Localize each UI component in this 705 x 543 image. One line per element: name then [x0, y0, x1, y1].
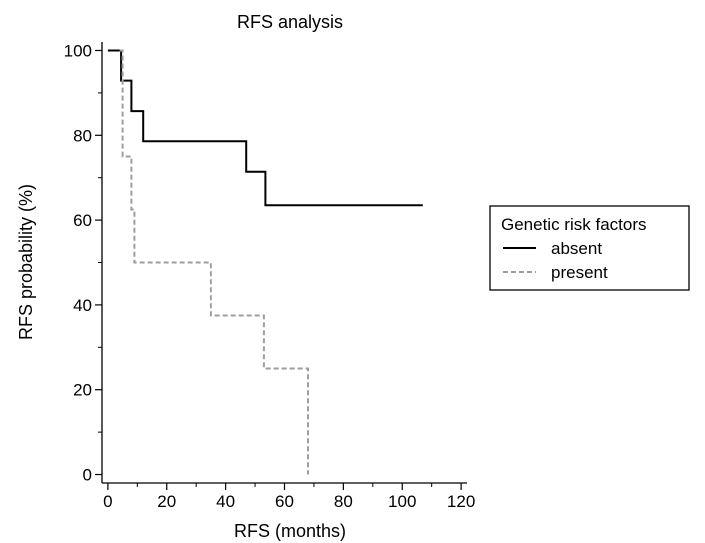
y-tick-label-60: 60 [73, 211, 92, 230]
y-tick-label-0: 0 [83, 466, 92, 485]
series-line-absent [107, 49, 423, 207]
y-tick-label-80: 80 [73, 126, 92, 145]
legend-title: Genetic risk factors [501, 215, 647, 234]
y-axis-title: RFS probability (%) [16, 184, 36, 340]
x-axis-title: RFS (months) [234, 521, 346, 541]
x-tick-label-100: 100 [388, 492, 416, 511]
x-tick-label-20: 20 [157, 492, 176, 511]
x-tick-label-0: 0 [103, 492, 112, 511]
y-tick-label-20: 20 [73, 381, 92, 400]
x-tick-label-80: 80 [334, 492, 353, 511]
chart-title: RFS analysis [237, 12, 343, 32]
ticks: 0 20 40 60 80 100 120 0 20 40 60 80 100 [64, 41, 476, 511]
legend-label-present: present [551, 263, 608, 282]
legend: Genetic risk factors absent present [489, 205, 690, 291]
y-tick-label-40: 40 [73, 296, 92, 315]
legend-label-absent: absent [551, 239, 602, 258]
series-line-present [119, 49, 309, 475]
x-tick-label-60: 60 [275, 492, 294, 511]
series-group [107, 49, 423, 475]
x-tick-label-120: 120 [447, 492, 475, 511]
y-tick-label-100: 100 [64, 41, 92, 60]
x-tick-label-40: 40 [216, 492, 235, 511]
